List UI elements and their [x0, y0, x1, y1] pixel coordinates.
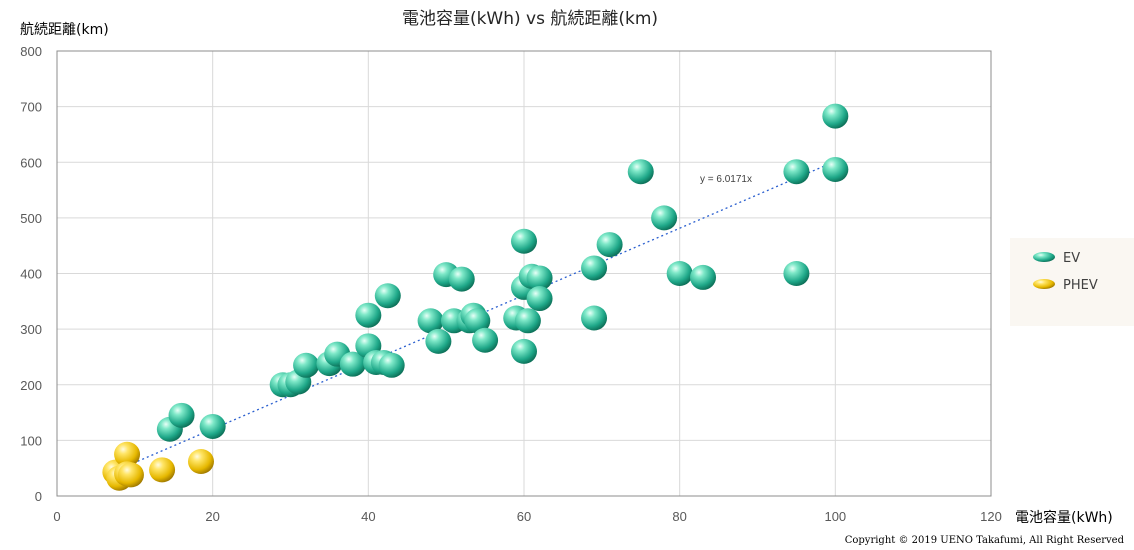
y-axis-label: 航続距離(km)	[20, 21, 109, 38]
data-point-ev	[627, 159, 654, 185]
y-tick-label: 100	[20, 433, 42, 448]
x-tick-label: 80	[672, 509, 686, 524]
data-point-ev	[425, 328, 452, 354]
data-point-ev	[581, 305, 608, 331]
chart-title: 電池容量(kWh) vs 航続距離(km)	[402, 9, 658, 29]
data-points	[102, 103, 849, 491]
data-point-phev	[187, 449, 214, 475]
data-point-phev	[117, 462, 144, 488]
data-point-ev	[355, 302, 382, 328]
data-point-ev	[472, 327, 499, 353]
y-tick-labels: 0 100 200 300 400 500 600 700 800	[20, 44, 42, 504]
data-point-ev	[168, 402, 195, 428]
data-point-ev	[511, 338, 537, 364]
data-point-ev	[651, 205, 678, 231]
data-point-ev	[596, 232, 623, 258]
data-point-ev	[783, 261, 810, 286]
x-axis-label: 電池容量(kWh)	[1015, 509, 1113, 526]
y-tick-label: 200	[20, 378, 42, 393]
x-tick-label: 100	[824, 509, 846, 524]
data-point-ev	[511, 228, 537, 254]
data-point-ev	[822, 156, 849, 182]
trendline-equation: y = 6.0171x	[700, 174, 752, 185]
data-point-ev	[448, 266, 475, 292]
x-tick-label: 40	[361, 509, 375, 524]
y-tick-label: 400	[20, 267, 42, 282]
plot-frame	[56, 50, 992, 497]
data-point-ev	[514, 308, 541, 334]
data-point-phev	[114, 441, 141, 467]
data-point-ev	[666, 261, 693, 286]
x-tick-label: 20	[205, 509, 219, 524]
data-point-ev	[199, 413, 226, 439]
data-point-ev	[378, 352, 405, 378]
data-point-ev	[783, 159, 810, 185]
y-tick-label: 700	[20, 100, 42, 115]
y-tick-label: 600	[20, 155, 42, 170]
data-point-ev	[464, 308, 491, 334]
data-point-ev	[822, 103, 849, 129]
y-tick-label: 300	[20, 322, 42, 337]
data-point-ev	[690, 264, 717, 290]
y-tick-label: 800	[20, 44, 42, 59]
data-point-ev	[417, 308, 444, 334]
x-tick-label: 60	[517, 509, 531, 524]
x-tick-labels: 0 20 40 60 80 100 120	[53, 509, 1001, 524]
data-point-ev	[581, 255, 608, 281]
legend-background	[1010, 238, 1134, 326]
data-point-ev	[339, 351, 366, 377]
y-tick-label: 500	[20, 211, 42, 226]
data-point-phev	[149, 457, 176, 483]
x-tick-label: 120	[980, 509, 1002, 524]
copyright-notice: Copyright © 2019 UENO Takafumi, All Righ…	[844, 535, 1124, 546]
data-point-ev	[293, 352, 320, 378]
y-tick-label: 0	[35, 489, 42, 504]
data-point-ev	[526, 286, 553, 312]
x-tick-label: 0	[53, 509, 60, 524]
data-point-ev	[526, 265, 553, 291]
data-point-ev	[374, 283, 401, 309]
